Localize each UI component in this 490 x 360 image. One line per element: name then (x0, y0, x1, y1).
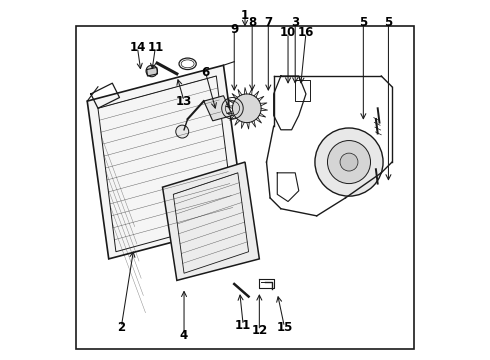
Text: 15: 15 (276, 320, 293, 333)
Circle shape (146, 65, 157, 77)
Polygon shape (87, 65, 245, 259)
Circle shape (232, 94, 261, 123)
Text: 2: 2 (117, 320, 125, 333)
Text: 14: 14 (129, 41, 146, 54)
Text: 11: 11 (235, 319, 251, 332)
Polygon shape (163, 162, 259, 280)
Text: 1: 1 (241, 9, 249, 22)
Text: 9: 9 (230, 23, 238, 36)
Text: 5: 5 (384, 16, 392, 29)
Text: 12: 12 (251, 324, 268, 337)
Text: 11: 11 (147, 41, 164, 54)
Text: 10: 10 (280, 27, 296, 40)
Text: 13: 13 (176, 95, 192, 108)
Circle shape (327, 140, 370, 184)
Text: 8: 8 (248, 16, 256, 29)
Text: 5: 5 (359, 16, 368, 29)
Text: 6: 6 (201, 66, 210, 79)
Circle shape (176, 125, 189, 138)
Text: 7: 7 (264, 16, 272, 29)
Text: 4: 4 (180, 329, 188, 342)
Circle shape (315, 128, 383, 196)
Text: 3: 3 (291, 16, 299, 29)
Text: 16: 16 (298, 27, 314, 40)
Circle shape (340, 153, 358, 171)
Polygon shape (204, 96, 232, 121)
